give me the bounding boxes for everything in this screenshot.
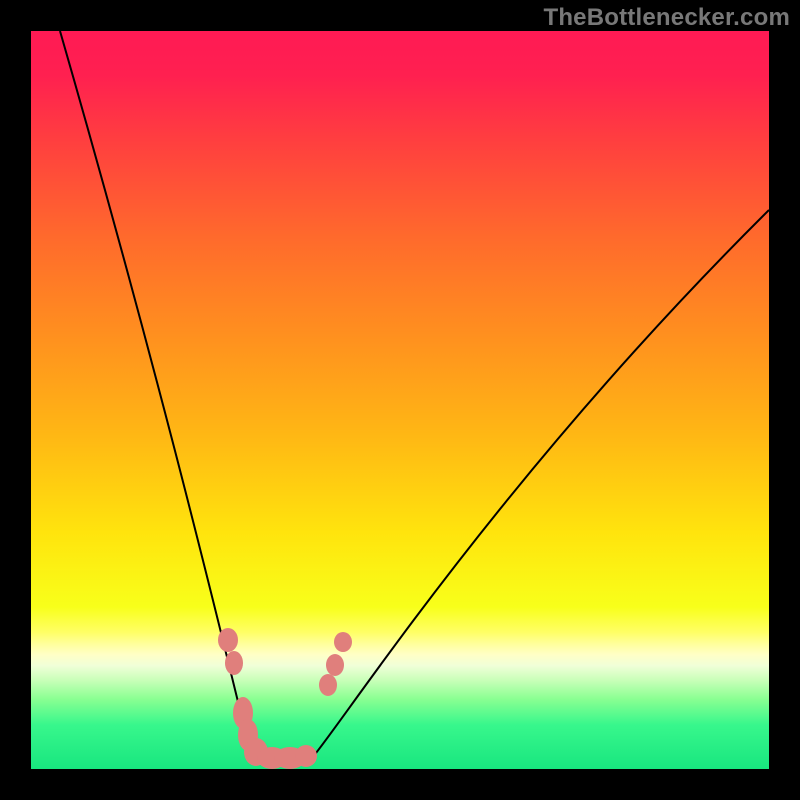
curve-marker xyxy=(334,632,352,652)
curve-marker xyxy=(218,628,238,652)
watermark-text: TheBottlenecker.com xyxy=(543,4,790,32)
curve-marker xyxy=(326,654,344,676)
chart-container: TheBottlenecker.com xyxy=(0,0,800,800)
curve-marker xyxy=(295,745,317,767)
curve-marker xyxy=(225,651,243,675)
curve-marker xyxy=(319,674,337,696)
plot-background xyxy=(31,31,769,769)
bottleneck-chart xyxy=(0,0,800,800)
